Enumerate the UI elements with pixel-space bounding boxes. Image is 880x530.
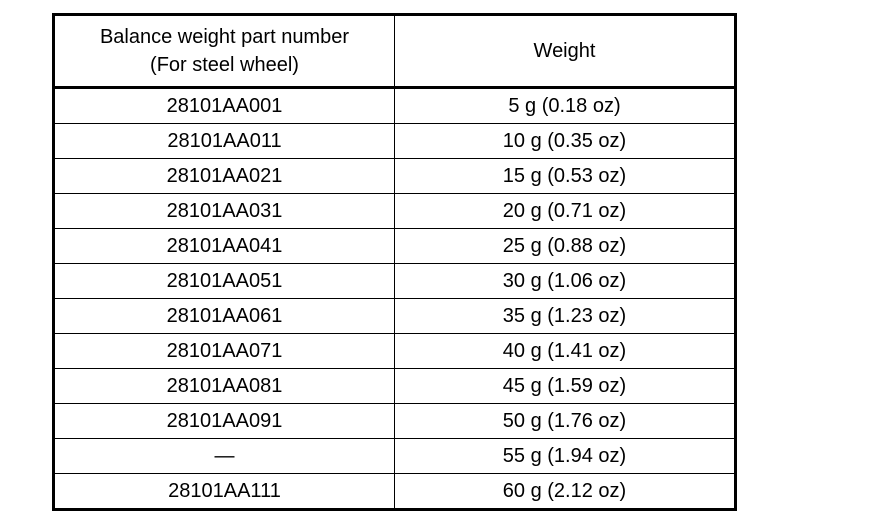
weight-cell: 5 g (0.18 oz) [394,87,736,124]
part-number-cell: 28101AA111 [53,473,395,510]
part-number-cell: 28101AA081 [53,368,395,404]
table-row: 28101AA071 40 g (1.41 oz) [53,333,736,369]
weight-cell: 45 g (1.59 oz) [394,368,736,404]
weight-cell: 20 g (0.71 oz) [394,193,736,229]
table-row: 28101AA031 20 g (0.71 oz) [53,193,736,229]
part-number-cell: 28101AA001 [53,87,395,124]
part-number-cell: 28101AA021 [53,158,395,194]
weight-cell: 15 g (0.53 oz) [394,158,736,194]
weight-cell: 35 g (1.23 oz) [394,298,736,334]
weight-cell: 40 g (1.41 oz) [394,333,736,369]
table-row: 28101AA051 30 g (1.06 oz) [53,263,736,299]
part-number-cell: 28101AA011 [53,123,395,159]
part-number-cell: 28101AA061 [53,298,395,334]
weight-cell: 30 g (1.06 oz) [394,263,736,299]
table-row: 28101AA021 15 g (0.53 oz) [53,158,736,194]
table-row: 28101AA061 35 g (1.23 oz) [53,298,736,334]
part-number-cell: 28101AA091 [53,403,395,439]
table-row: 28101AA001 5 g (0.18 oz) [53,87,736,124]
header-cell: Weight [394,14,736,89]
table-row: 28101AA011 10 g (0.35 oz) [53,123,736,159]
part-number-cell: 28101AA051 [53,263,395,299]
table-body: 28101AA001 5 g (0.18 oz) 28101AA011 10 g (0… [53,87,736,510]
table-row: 28101AA111 60 g (2.12 oz) [53,473,736,510]
table-row: 28101AA041 25 g (0.88 oz) [53,228,736,264]
header-line: (For steel wheel) [150,54,299,76]
table-row: —55 g (1.94 oz) [53,438,736,474]
part-number-cell: 28101AA031 [53,193,395,229]
header-line: Balance weight part number [99,26,350,48]
weight-cell: 50 g (1.76 oz) [394,403,736,439]
table-row: 28101AA091 50 g (1.76 oz) [53,403,736,439]
weight-cell: 55 g (1.94 oz) [394,438,736,474]
table-row: 28101AA081 45 g (1.59 oz) [53,368,736,404]
header-cell: Balance weight part number (For steel whe… [53,14,395,89]
part-number-cell: 28101AA071 [53,333,395,369]
part-number-cell: — [53,438,395,474]
weight-cell: 60 g (2.12 oz) [394,473,736,510]
part-number-cell: 28101AA041 [53,228,395,264]
weight-cell: 25 g (0.88 oz) [394,228,736,264]
weight-table: Balance weight part number (For steel whe… [52,13,737,511]
header-row: Balance weight part number (For steel whe… [53,14,736,89]
weight-cell: 10 g (0.35 oz) [394,123,736,159]
